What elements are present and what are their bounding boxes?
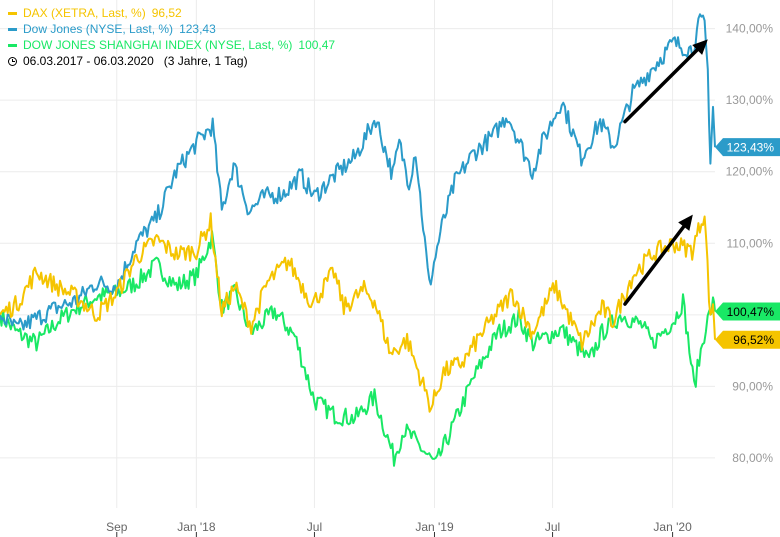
- chart-grid: [0, 0, 715, 508]
- arrow-annotation-shaft: [623, 48, 699, 124]
- y-axis: 80,00%90,00%100,00%110,00%120,00%130,00%…: [726, 22, 774, 465]
- legend-swatch-shanghai: [8, 43, 17, 47]
- x-tick-label: Jan '18: [177, 520, 216, 534]
- last-value-badges: 123,43% 100,47% 96,52%: [715, 138, 780, 349]
- chart-series-group: [0, 13, 716, 467]
- clock-icon: [8, 56, 17, 66]
- y-tick-label: 80,00%: [732, 451, 773, 465]
- x-tick-label: Jul: [545, 520, 560, 534]
- chart-annotations: [623, 39, 708, 306]
- legend-item-dax[interactable]: DAX (XETRA, Last, %) 96,52: [8, 5, 335, 21]
- period-range: (3 Jahre, 1 Tag): [163, 54, 248, 68]
- last-value-badge: [715, 302, 780, 321]
- arrow-annotation-shaft: [623, 224, 686, 306]
- legend-label-shanghai: DOW JONES SHANGHAI INDEX (NYSE, Last, %): [23, 38, 293, 52]
- y-tick-label: 110,00%: [727, 236, 774, 250]
- last-value-badge: [715, 330, 780, 349]
- series-line-dow: [0, 230, 716, 467]
- last-value-label: 123,43%: [727, 141, 775, 155]
- y-tick-label: 90,00%: [732, 379, 773, 393]
- legend-label-dax: DAX (XETRA, Last, %): [23, 6, 146, 20]
- last-value-label: 100,47%: [727, 305, 775, 319]
- series-line-dax: [0, 212, 716, 413]
- x-tick-label: Jul: [307, 520, 322, 534]
- legend-item-dow-jones[interactable]: Dow Jones (NYSE, Last, %) 123,43: [8, 21, 335, 37]
- legend-swatch-dow-jones: [8, 27, 17, 31]
- x-tick-label: Jan '19: [415, 520, 454, 534]
- legend-value-dow-jones: 123,43: [179, 22, 216, 36]
- legend-swatch-dax: [8, 11, 17, 15]
- last-value-badge: [715, 138, 780, 157]
- x-tick-label: Jan '20: [653, 520, 692, 534]
- legend-value-shanghai: 100,47: [298, 38, 336, 52]
- y-tick-label: 120,00%: [726, 165, 774, 179]
- y-tick-label: 140,00%: [726, 22, 774, 36]
- legend-item-shanghai[interactable]: DOW JONES SHANGHAI INDEX (NYSE, Last, %)…: [8, 37, 335, 53]
- arrow-annotation-head: [678, 214, 693, 231]
- series-line-dow: [0, 13, 716, 331]
- period-dates: 06.03.2017 - 06.03.2020: [23, 54, 154, 68]
- legend-label-dow-jones: Dow Jones (NYSE, Last, %): [23, 22, 174, 36]
- y-tick-label: 130,00%: [726, 93, 774, 107]
- period-row: 06.03.2017 - 06.03.2020 (3 Jahre, 1 Tag): [8, 53, 335, 69]
- x-tick-label: Sep: [106, 520, 128, 534]
- legend-value-dax: 96,52: [151, 6, 182, 20]
- last-value-label: 96,52%: [733, 333, 774, 347]
- x-axis: Sep Jan '18 Jul Jan '19 Jul Jan '20: [106, 520, 692, 537]
- chart-legend: DAX (XETRA, Last, %) 96,52 Dow Jones (NY…: [8, 5, 335, 69]
- arrow-annotation-head: [692, 39, 708, 55]
